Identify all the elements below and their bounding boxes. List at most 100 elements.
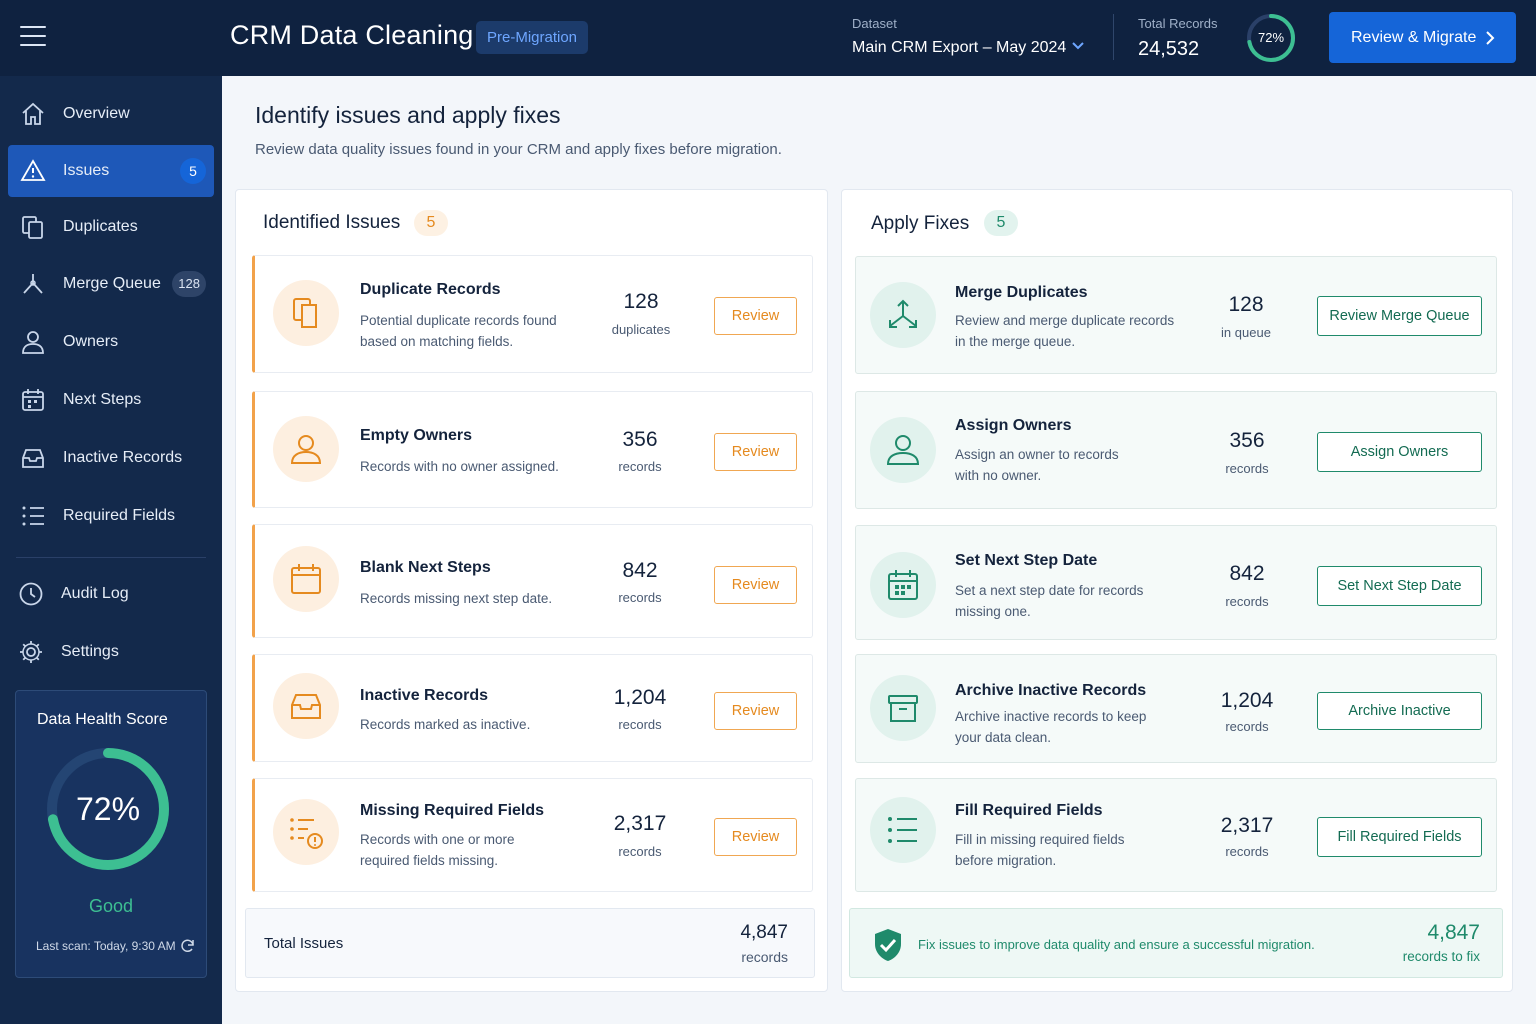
- review-next-steps-button[interactable]: Review: [714, 566, 797, 604]
- user-icon: [22, 331, 44, 354]
- merge-icon: [889, 299, 917, 328]
- fill-required-fields-button[interactable]: Fill Required Fields: [1317, 817, 1482, 857]
- sidebar-item-label: Next Steps: [63, 391, 142, 408]
- records-to-fix-count: 4,847: [1427, 921, 1480, 944]
- sidebar-item-label: Audit Log: [61, 585, 129, 602]
- data-health-card: Data Health Score 72% Good Last scan: To…: [15, 690, 207, 978]
- issue-title: Blank Next Steps: [360, 559, 491, 576]
- top-bar: CRM Data Cleaning Pre-Migration Dataset …: [0, 0, 1536, 76]
- fix-unit: records: [1225, 719, 1269, 734]
- health-status: Good: [88, 896, 134, 916]
- list-icon: [22, 506, 44, 526]
- archive-inactive-button[interactable]: Archive Inactive: [1317, 692, 1482, 730]
- sidebar-item-label: Owners: [63, 333, 119, 350]
- apply-fixes-title: Apply Fixes: [871, 213, 970, 234]
- review-inactive-button[interactable]: Review: [714, 692, 797, 730]
- duplicate-icon: [293, 298, 317, 328]
- page-subtitle: Review data quality issues found in your…: [255, 141, 782, 158]
- fix-count: 842: [1229, 562, 1265, 585]
- last-scan-text: Last scan: Today, 9:30 AM: [36, 939, 176, 953]
- sidebar: Overview Issues 5 Duplicates Merge Queue…: [0, 76, 222, 1024]
- sidebar-item-label: Overview: [63, 105, 130, 122]
- total-issues-count: 4,847: [740, 922, 788, 943]
- fix-summary-banner: Fix issues to improve data quality and e…: [849, 908, 1503, 978]
- archive-icon: [888, 695, 918, 722]
- sidebar-item-overview[interactable]: Overview: [8, 88, 214, 140]
- sidebar-item-merge-queue[interactable]: Merge Queue 128: [8, 258, 214, 310]
- issue-description: Records with no owner assigned.: [360, 459, 559, 474]
- issue-icon-circle: [273, 673, 339, 739]
- issues-count-badge: 5: [180, 158, 206, 184]
- dataset-selector[interactable]: Main CRM Export – May 2024: [852, 39, 1067, 56]
- issue-count: 1,204: [613, 686, 667, 709]
- fix-description: Archive inactive records to keep your da…: [955, 709, 1147, 745]
- sidebar-item-label: Duplicates: [63, 218, 138, 235]
- health-score-ring: [47, 748, 169, 870]
- total-records-value: 24,532: [1138, 38, 1200, 60]
- chevron-right-icon: [1486, 31, 1495, 45]
- user-icon: [886, 435, 920, 465]
- identified-issues-title: Identified Issues: [263, 212, 401, 233]
- clock-icon: [19, 582, 43, 606]
- dataset-label: Dataset: [852, 16, 897, 31]
- issue-title: Missing Required Fields: [360, 802, 545, 819]
- sidebar-item-next-steps[interactable]: Next Steps: [8, 374, 214, 426]
- sidebar-item-label: Settings: [61, 643, 119, 660]
- fix-count: 2,317: [1220, 814, 1274, 837]
- sidebar-item-label: Inactive Records: [63, 449, 183, 466]
- fix-icon-circle: [870, 417, 936, 483]
- sidebar-item-duplicates[interactable]: Duplicates: [8, 201, 214, 253]
- issue-unit: duplicates: [611, 322, 671, 337]
- assign-owners-button[interactable]: Assign Owners: [1317, 432, 1482, 472]
- issue-count: 356: [622, 428, 658, 451]
- issue-description: Records with one or more required fields…: [360, 832, 515, 868]
- issue-description: Records marked as inactive.: [360, 717, 531, 732]
- issue-count: 842: [622, 559, 658, 582]
- review-migrate-button[interactable]: Review & Migrate: [1329, 12, 1516, 63]
- warning-icon: [20, 159, 46, 181]
- health-progress-ring: [1247, 14, 1295, 62]
- health-title: Data Health Score: [37, 711, 168, 728]
- issue-icon-circle: [273, 799, 339, 865]
- fix-unit: records: [1225, 844, 1269, 859]
- fix-unit: records: [1225, 461, 1269, 476]
- issue-unit: records: [618, 459, 662, 474]
- home-icon: [22, 102, 44, 125]
- chevron-down-icon[interactable]: [1070, 38, 1086, 54]
- fix-count: 128: [1228, 293, 1264, 316]
- total-issues-unit: records: [741, 949, 788, 965]
- calendar-icon: [291, 564, 321, 594]
- sidebar-item-issues[interactable]: Issues 5: [8, 145, 214, 197]
- fix-title: Set Next Step Date: [955, 552, 1098, 569]
- review-required-fields-button[interactable]: Review: [714, 818, 797, 856]
- hamburger-menu-icon[interactable]: [20, 26, 46, 48]
- inbox-icon: [291, 694, 321, 719]
- review-duplicates-button[interactable]: Review: [714, 297, 797, 335]
- stage-pill: Pre-Migration: [476, 21, 589, 54]
- sidebar-item-audit-log[interactable]: Audit Log: [8, 568, 214, 620]
- page-title: Identify issues and apply fixes: [255, 102, 561, 128]
- fix-unit: records: [1225, 594, 1269, 609]
- refresh-icon[interactable]: [180, 938, 196, 954]
- fixes-count-chip: 5: [984, 210, 1018, 236]
- shield-check-icon: [875, 929, 901, 961]
- sidebar-item-owners[interactable]: Owners: [8, 316, 214, 368]
- issue-count: 128: [623, 290, 659, 313]
- fix-icon-circle: [870, 797, 936, 863]
- fix-title: Fill Required Fields: [955, 802, 1103, 819]
- issue-unit: records: [618, 717, 662, 732]
- review-merge-queue-button[interactable]: Review Merge Queue: [1317, 296, 1482, 336]
- merge-queue-count-badge: 128: [172, 271, 206, 297]
- issue-card-missing-required-fields: [252, 778, 813, 892]
- sidebar-item-settings[interactable]: Settings: [8, 626, 214, 678]
- user-icon: [290, 435, 322, 464]
- review-empty-owners-button[interactable]: Review: [714, 433, 797, 471]
- fix-icon-circle: [870, 282, 936, 348]
- sidebar-item-required-fields[interactable]: Required Fields: [8, 490, 214, 542]
- set-next-step-date-button[interactable]: Set Next Step Date: [1317, 566, 1482, 606]
- issue-icon-circle: [273, 416, 339, 482]
- issue-icon-circle: [273, 546, 339, 612]
- duplicate-icon: [22, 216, 43, 239]
- app-title: CRM Data Cleaning: [230, 20, 474, 50]
- sidebar-item-inactive-records[interactable]: Inactive Records: [8, 432, 214, 484]
